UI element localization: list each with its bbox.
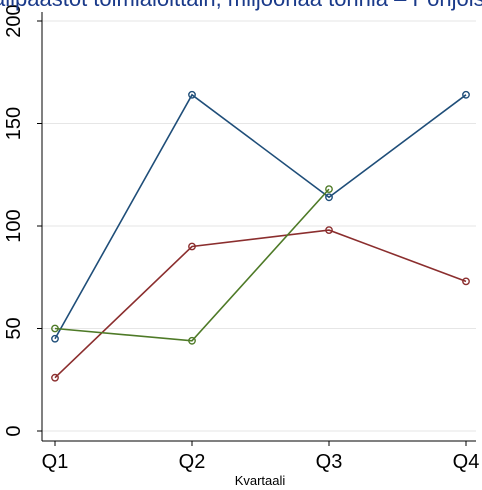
- x-axis-ticks: Q1 Q2 Q3 Q4: [42, 441, 480, 473]
- data-point: [51, 334, 59, 343]
- data-point: [51, 373, 59, 382]
- data-point: [462, 90, 470, 99]
- x-axis-label: Kvartaali: [235, 473, 286, 488]
- data-point: [325, 193, 333, 202]
- data-point: [325, 185, 333, 194]
- data-point: [462, 277, 470, 286]
- series-line-1: [54, 93, 467, 340]
- y-tick-label: 0: [3, 425, 25, 436]
- x-tick-label: Q4: [453, 451, 480, 473]
- data-point: [188, 336, 196, 345]
- y-tick-label: 50: [3, 317, 25, 339]
- series-lines: [51, 90, 470, 382]
- x-tick-label: Q2: [179, 451, 206, 473]
- series-line-3: [54, 188, 330, 342]
- y-tick-label: 150: [3, 107, 25, 140]
- x-tick-label: Q3: [316, 451, 343, 473]
- y-axis-ticks: 0 50 100 150 200: [3, 4, 42, 437]
- x-tick-label: Q1: [42, 451, 69, 473]
- series-line-2: [54, 229, 467, 379]
- data-point: [51, 324, 59, 333]
- data-point: [188, 90, 196, 99]
- chart-title: Kvartaalipäästöt toimialoittain, miljoon…: [0, 0, 482, 11]
- data-point: [188, 242, 196, 251]
- y-tick-label: 100: [3, 209, 25, 242]
- y-tick-label: 200: [3, 4, 25, 37]
- gridlines: [42, 20, 476, 432]
- data-point: [325, 226, 333, 235]
